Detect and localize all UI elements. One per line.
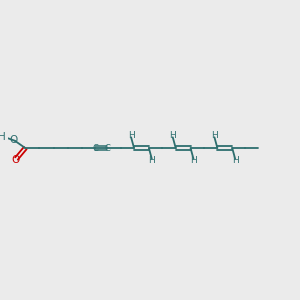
- Text: O: O: [10, 135, 18, 145]
- Text: H: H: [128, 131, 134, 140]
- Text: H: H: [190, 156, 197, 165]
- Text: H: H: [211, 131, 218, 140]
- Text: H: H: [0, 132, 6, 142]
- Text: H: H: [148, 156, 155, 165]
- Text: H: H: [169, 131, 176, 140]
- Text: O: O: [11, 155, 20, 165]
- Text: H: H: [232, 156, 238, 165]
- Text: C: C: [104, 144, 110, 153]
- Text: C: C: [92, 144, 98, 153]
